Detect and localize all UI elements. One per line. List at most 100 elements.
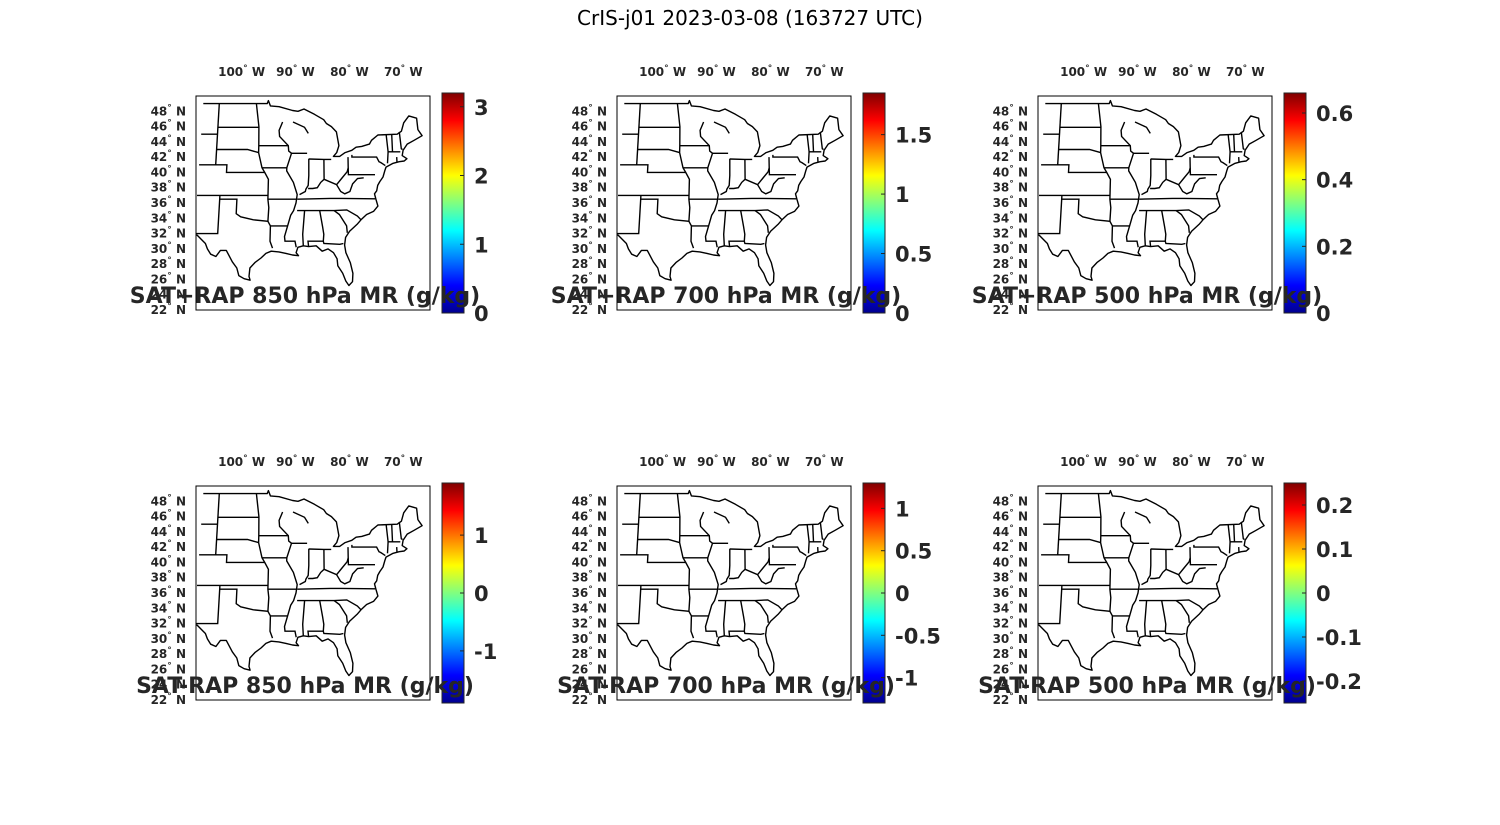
lon-tick-label: 80° W bbox=[751, 64, 790, 79]
state-boundary bbox=[391, 134, 401, 153]
map-panel-sat-minus-rap-700: 100° W 90° W 80° W 70° W 48° N 46° N 44° N 42° … bbox=[541, 452, 941, 742]
lon-tick-label: 100° W bbox=[218, 64, 265, 79]
state-boundary bbox=[757, 177, 785, 195]
lat-tick-label: 38° N bbox=[572, 570, 607, 585]
state-boundary bbox=[1143, 600, 1148, 636]
state-boundary bbox=[713, 121, 730, 134]
lon-tick-label: 90° W bbox=[276, 454, 315, 469]
coastline bbox=[196, 99, 423, 287]
state-boundary bbox=[772, 544, 807, 557]
colorbar bbox=[441, 92, 465, 314]
lon-tick-label: 100° W bbox=[1060, 64, 1107, 79]
state-boundary bbox=[699, 121, 719, 248]
lon-tick-label: 100° W bbox=[639, 64, 686, 79]
state-boundary bbox=[1097, 103, 1112, 222]
state-boundary bbox=[301, 600, 306, 636]
lat-tick-label: 28° N bbox=[993, 646, 1028, 661]
map-outlines bbox=[1038, 99, 1265, 287]
state-boundary bbox=[1175, 600, 1190, 623]
lat-tick-label: 32° N bbox=[151, 226, 186, 241]
state-boundary bbox=[639, 585, 695, 639]
state-boundary bbox=[218, 585, 274, 639]
lat-tick-label: 30° N bbox=[572, 241, 607, 256]
state-boundary bbox=[1227, 524, 1231, 554]
colorbar-tick-label: 1 bbox=[895, 497, 910, 521]
colorbar-tick-label: -1 bbox=[474, 640, 497, 664]
state-boundary bbox=[1141, 158, 1152, 196]
lat-tick-label: 42° N bbox=[572, 149, 607, 164]
state-boundary bbox=[216, 538, 259, 544]
lat-tick-label: 46° N bbox=[993, 119, 1028, 134]
lat-tick-label: 42° N bbox=[993, 539, 1028, 554]
lat-tick-label: 42° N bbox=[151, 539, 186, 554]
lon-tick-label: 80° W bbox=[1172, 64, 1211, 79]
map-frame bbox=[195, 95, 431, 311]
coastline bbox=[1038, 99, 1265, 287]
lat-tick-label: 28° N bbox=[151, 256, 186, 271]
map-svg: 100° W 90° W 80° W 70° W 48° N46° N44° N42° … bbox=[151, 64, 489, 326]
state-boundary bbox=[308, 159, 325, 190]
map-panel-sat-plus-rap-700: 100° W 90° W 80° W 70° W 48° N 46° N 44° N 42° … bbox=[541, 62, 933, 352]
lat-tick-label: 36° N bbox=[993, 195, 1028, 210]
state-boundary bbox=[1175, 210, 1190, 233]
lon-tick-label: 90° W bbox=[1118, 454, 1157, 469]
lat-tick-label: 32° N bbox=[572, 616, 607, 631]
lon-tick-label: 100° W bbox=[639, 454, 686, 469]
map-frame bbox=[616, 95, 852, 311]
state-boundary bbox=[1060, 195, 1116, 249]
panel-title: SAT-RAP 700 hPa MR (g/kg) bbox=[557, 674, 895, 699]
colorbar-tick-label: 0.4 bbox=[1316, 169, 1353, 193]
lat-tick-label: 34° N bbox=[993, 210, 1028, 225]
lon-tick-label: 90° W bbox=[697, 454, 736, 469]
state-boundary bbox=[1120, 121, 1140, 248]
lat-tick-label: 44° N bbox=[151, 134, 186, 149]
state-boundary bbox=[806, 134, 810, 164]
lat-tick-label: 26° N bbox=[151, 271, 186, 286]
lat-tick-label: 28° N bbox=[151, 646, 186, 661]
state-boundary bbox=[620, 554, 686, 564]
lat-tick-label: 30° N bbox=[151, 241, 186, 256]
lat-tick-label: 38° N bbox=[151, 570, 186, 585]
state-boundary bbox=[351, 544, 386, 557]
state-boundary bbox=[391, 524, 401, 543]
state-boundary bbox=[728, 600, 746, 637]
state-boundary bbox=[308, 549, 325, 580]
state-boundary bbox=[718, 587, 797, 590]
state-boundary bbox=[1038, 199, 1063, 235]
map-panel-sat-plus-rap-500: 100° W 90° W 80° W 70° W 48° N 46° N 44° N 42° … bbox=[962, 62, 1353, 352]
lat-tick-label: 40° N bbox=[993, 164, 1028, 179]
map-outlines bbox=[617, 489, 844, 677]
lat-tick-label: 44° N bbox=[993, 134, 1028, 149]
state-boundary bbox=[1139, 599, 1204, 611]
colorbar-tick-label: 0 bbox=[474, 302, 489, 326]
lon-tick-label: 80° W bbox=[751, 454, 790, 469]
lat-tick-label: 26° N bbox=[572, 661, 607, 676]
panel-title: SAT+RAP 850 hPa MR (g/kg) bbox=[129, 284, 481, 309]
lat-tick-label: 44° N bbox=[572, 524, 607, 539]
state-boundary bbox=[333, 210, 348, 233]
state-boundary bbox=[292, 511, 309, 524]
state-boundary bbox=[218, 195, 274, 249]
state-boundary bbox=[617, 199, 642, 235]
lat-tick-label: 36° N bbox=[151, 585, 186, 600]
state-boundary bbox=[255, 103, 270, 222]
state-boundary bbox=[1193, 544, 1228, 557]
colorbar-tick-label: 1 bbox=[474, 524, 489, 548]
state-boundary bbox=[1150, 159, 1167, 190]
lon-tick-label: 90° W bbox=[697, 64, 736, 79]
state-boundary bbox=[1233, 134, 1243, 153]
map-svg: 100° W 90° W 80° W 70° W 48° N46° N44° N42° … bbox=[151, 454, 498, 707]
lon-tick-label: 80° W bbox=[330, 454, 369, 469]
state-boundary bbox=[1189, 557, 1217, 566]
state-boundary bbox=[278, 121, 298, 248]
lat-tick-label: 46° N bbox=[151, 119, 186, 134]
state-boundary bbox=[292, 121, 309, 134]
colorbar-tick-label: 0.5 bbox=[895, 243, 932, 267]
state-boundary bbox=[1060, 585, 1116, 639]
lat-tick-label: 40° N bbox=[151, 164, 186, 179]
state-boundary bbox=[336, 177, 364, 195]
map-svg: 100° W 90° W 80° W 70° W 48° N46° N44° N42° … bbox=[572, 64, 933, 326]
map-svg: 100° W 90° W 80° W 70° W 48° N46° N44° N42° … bbox=[572, 454, 941, 707]
state-boundary bbox=[729, 549, 746, 580]
colorbar bbox=[862, 92, 886, 314]
